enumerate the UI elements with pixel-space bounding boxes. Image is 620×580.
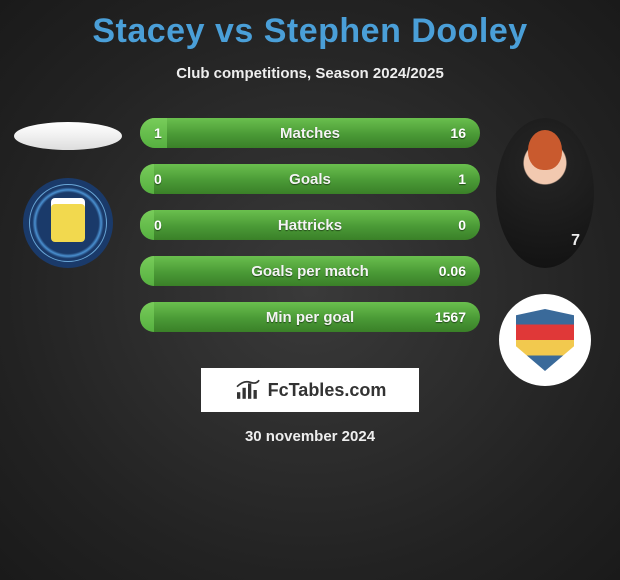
player-right-club-badge	[499, 294, 591, 386]
stat-bars: 1 Matches 16 0 Goals 1 0 Hattricks 0 Goals per ma…	[140, 118, 480, 332]
player-left-club-badge	[23, 178, 113, 268]
page-title: Stacey vs Stephen Dooley	[0, 0, 620, 51]
stat-bar: 0 Goals 1	[140, 164, 480, 194]
stat-value-right: 0.06	[439, 263, 466, 279]
stat-value-right: 1	[458, 171, 466, 187]
stat-value-left: 1	[154, 125, 162, 141]
player-right-column	[490, 118, 600, 386]
stat-bar: Goals per match 0.06	[140, 256, 480, 286]
brand-logo-box: FcTables.com	[201, 368, 419, 412]
date-label: 30 november 2024	[0, 428, 620, 445]
stat-value-right: 1567	[435, 309, 466, 325]
stat-value-left: 0	[154, 171, 162, 187]
stat-label: Hattricks	[278, 217, 342, 234]
stat-bar-left-fill	[140, 210, 154, 240]
stat-value-left: 0	[154, 217, 162, 233]
stat-label: Min per goal	[266, 309, 354, 326]
club-badge-icon	[516, 309, 574, 371]
stat-bar-left-fill	[140, 256, 154, 286]
player-left-column	[8, 118, 128, 268]
stat-bar-left-fill	[140, 302, 154, 332]
stat-bar: Min per goal 1567	[140, 302, 480, 332]
stat-bar: 1 Matches 16	[140, 118, 480, 148]
chart-icon	[234, 379, 262, 401]
stat-label: Matches	[280, 125, 340, 142]
player-left-avatar	[14, 122, 122, 150]
stat-label: Goals per match	[251, 263, 369, 280]
stat-bar: 0 Hattricks 0	[140, 210, 480, 240]
stat-label: Goals	[289, 171, 331, 188]
stat-bar-left-fill	[140, 164, 154, 194]
brand-text: FcTables.com	[268, 380, 387, 401]
stat-value-right: 0	[458, 217, 466, 233]
subtitle: Club competitions, Season 2024/2025	[0, 65, 620, 82]
club-badge-icon	[51, 204, 85, 242]
stat-value-right: 16	[450, 125, 466, 141]
comparison-panel: 1 Matches 16 0 Goals 1 0 Hattricks 0 Goals per ma…	[0, 118, 620, 332]
player-right-avatar	[496, 118, 594, 268]
